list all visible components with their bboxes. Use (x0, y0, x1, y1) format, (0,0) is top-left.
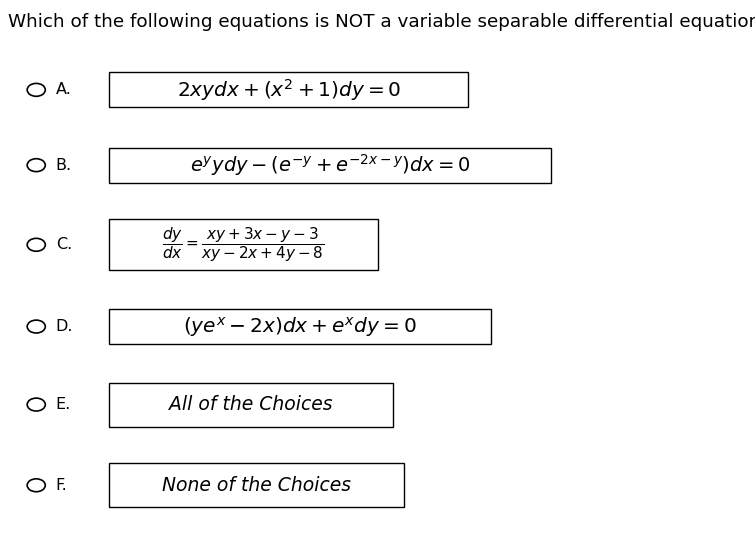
Text: Which of the following equations is NOT a variable separable differential equati: Which of the following equations is NOT … (8, 13, 755, 31)
Text: C.: C. (56, 237, 72, 252)
Text: D.: D. (56, 319, 73, 334)
Text: A.: A. (56, 82, 72, 97)
Text: $\dfrac{dy}{dx} = \dfrac{xy+3x-y-3}{xy-2x+4y-8}$: $\dfrac{dy}{dx} = \dfrac{xy+3x-y-3}{xy-2… (162, 225, 325, 264)
Text: F.: F. (56, 478, 68, 493)
Text: $e^y ydy - (e^{-y} + e^{-2x-y})dx = 0$: $e^y ydy - (e^{-y} + e^{-2x-y})dx = 0$ (190, 152, 470, 178)
Text: B.: B. (56, 158, 72, 173)
Text: E.: E. (56, 397, 71, 412)
FancyBboxPatch shape (109, 309, 491, 344)
FancyBboxPatch shape (109, 383, 393, 427)
Text: $(ye^x - 2x)dx + e^x dy = 0$: $(ye^x - 2x)dx + e^x dy = 0$ (183, 315, 417, 338)
Text: All of the Choices: All of the Choices (169, 395, 333, 414)
FancyBboxPatch shape (109, 73, 468, 108)
Text: $2xydx + (x^2 + 1)dy = 0$: $2xydx + (x^2 + 1)dy = 0$ (177, 77, 401, 103)
FancyBboxPatch shape (109, 147, 551, 183)
Text: None of the Choices: None of the Choices (162, 476, 351, 495)
FancyBboxPatch shape (109, 463, 404, 507)
FancyBboxPatch shape (109, 220, 378, 270)
